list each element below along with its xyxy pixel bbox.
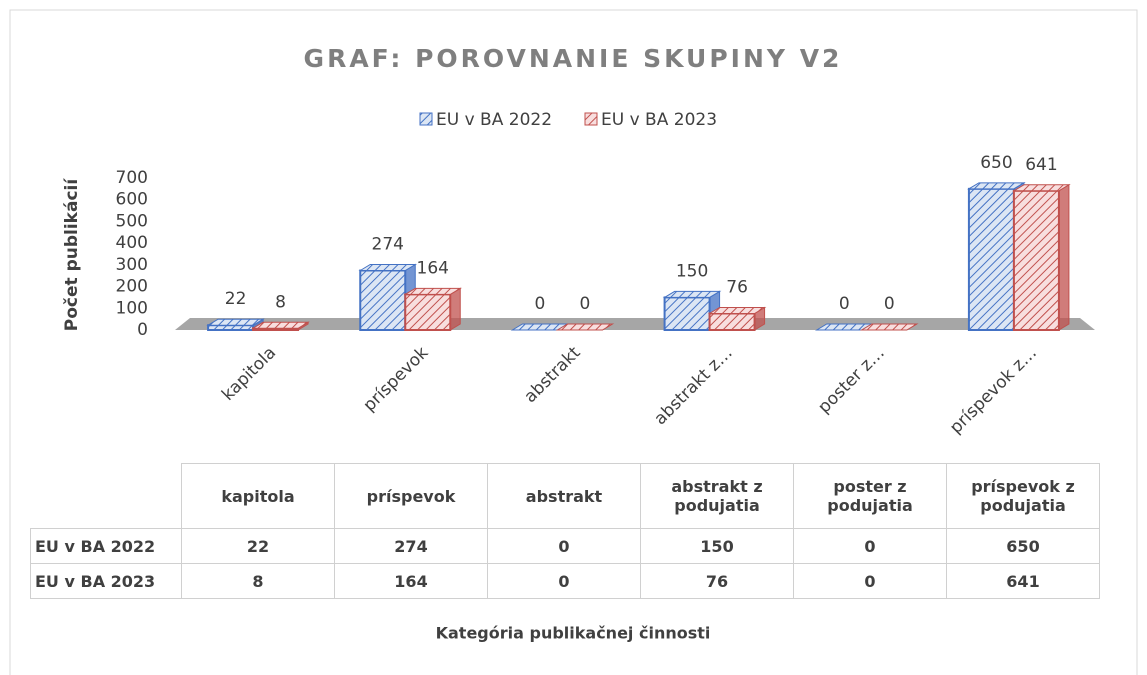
column-header: abstrakt [487, 463, 641, 529]
table-row: EU v BA 2023 8 164 0 76 0 641 [30, 563, 1100, 599]
table-cell: 150 [640, 528, 794, 564]
table-cell: 22 [181, 528, 335, 564]
x-axis-label: Kategória publikačnej činnosti [436, 624, 711, 643]
bar [1012, 189, 1060, 331]
bar [359, 269, 407, 332]
bar-top [707, 306, 767, 314]
x-tick-label: abstrakt [520, 343, 584, 407]
y-axis-label: Počet publikácií [62, 178, 82, 332]
row-header: EU v BA 2022 [30, 528, 182, 564]
data-table: kapitola príspevok abstrakt abstrakt z podu… [30, 463, 1100, 599]
bar-top [967, 182, 1026, 190]
x-tick-label: poster z… [814, 343, 889, 418]
legend-swatch [419, 112, 433, 126]
chart-title: GRAF: POROVNANIE SKUPINY V2 [304, 44, 843, 73]
y-tick-label: 200 [116, 277, 148, 297]
x-tick-label: príspevok [360, 343, 433, 416]
frame [9, 9, 1138, 675]
y-tick-label: 500 [116, 211, 148, 231]
table-row: EU v BA 2022 22 274 0 150 0 650 [30, 528, 1100, 564]
column-header: poster z podujatia [793, 463, 947, 529]
data-label: 0 [839, 294, 850, 314]
table-header: kapitola príspevok abstrakt abstrakt z podu… [30, 463, 1100, 529]
data-label: 0 [535, 294, 546, 314]
row-header: EU v BA 2023 [30, 563, 182, 599]
column-header: príspevok [334, 463, 488, 529]
data-label: 8 [275, 292, 286, 312]
bar-top [859, 323, 919, 331]
table-cell: 164 [334, 563, 488, 599]
table-cell: 650 [946, 528, 1100, 564]
data-label: 274 [372, 235, 404, 255]
bar-top [1012, 184, 1071, 192]
bar-top [251, 321, 310, 329]
table-corner [30, 463, 182, 529]
bar-top [662, 290, 722, 298]
bar-top [358, 264, 418, 272]
column-header: príspevok z podujatia [946, 463, 1100, 529]
data-label: 0 [580, 294, 591, 314]
y-tick-label: 700 [116, 168, 148, 188]
bar [663, 296, 711, 331]
bar-side [449, 287, 461, 331]
bar [207, 324, 255, 332]
legend-label: EU v BA 2022 [436, 110, 552, 130]
y-tick-label: 100 [116, 298, 148, 318]
bar [967, 187, 1015, 331]
data-label: 641 [1025, 155, 1057, 175]
bar-top [555, 323, 615, 331]
table-cell: 0 [793, 563, 947, 599]
table-cell: 0 [487, 528, 641, 564]
legend-swatch [584, 112, 598, 126]
x-tick-label: príspevok z… [946, 343, 1041, 438]
bar [404, 293, 452, 332]
bar [708, 312, 756, 331]
data-label: 164 [417, 258, 449, 278]
x-tick-label: abstrakt z… [650, 343, 736, 429]
column-header: abstrakt z podujatia [640, 463, 794, 529]
bar-side [1058, 183, 1070, 331]
y-tick-label: 0 [137, 320, 148, 340]
floor [175, 318, 1095, 330]
table-cell: 641 [946, 563, 1100, 599]
table-cell: 8 [181, 563, 335, 599]
data-label: 76 [726, 277, 748, 297]
data-label: 150 [676, 261, 708, 281]
table-cell: 0 [793, 528, 947, 564]
column-header: kapitola [181, 463, 335, 529]
table-cell: 274 [334, 528, 488, 564]
y-tick-label: 600 [116, 190, 148, 210]
table-cell: 76 [640, 563, 794, 599]
legend-label: EU v BA 2023 [601, 110, 717, 130]
data-label: 0 [884, 294, 895, 314]
data-label: 22 [225, 289, 247, 309]
y-tick-label: 400 [116, 233, 148, 253]
y-tick-label: 300 [116, 255, 148, 275]
bar-top [206, 318, 265, 326]
bar-top [403, 287, 463, 295]
data-label: 650 [980, 153, 1012, 173]
x-tick-label: kapitola [218, 343, 280, 405]
table-cell: 0 [487, 563, 641, 599]
